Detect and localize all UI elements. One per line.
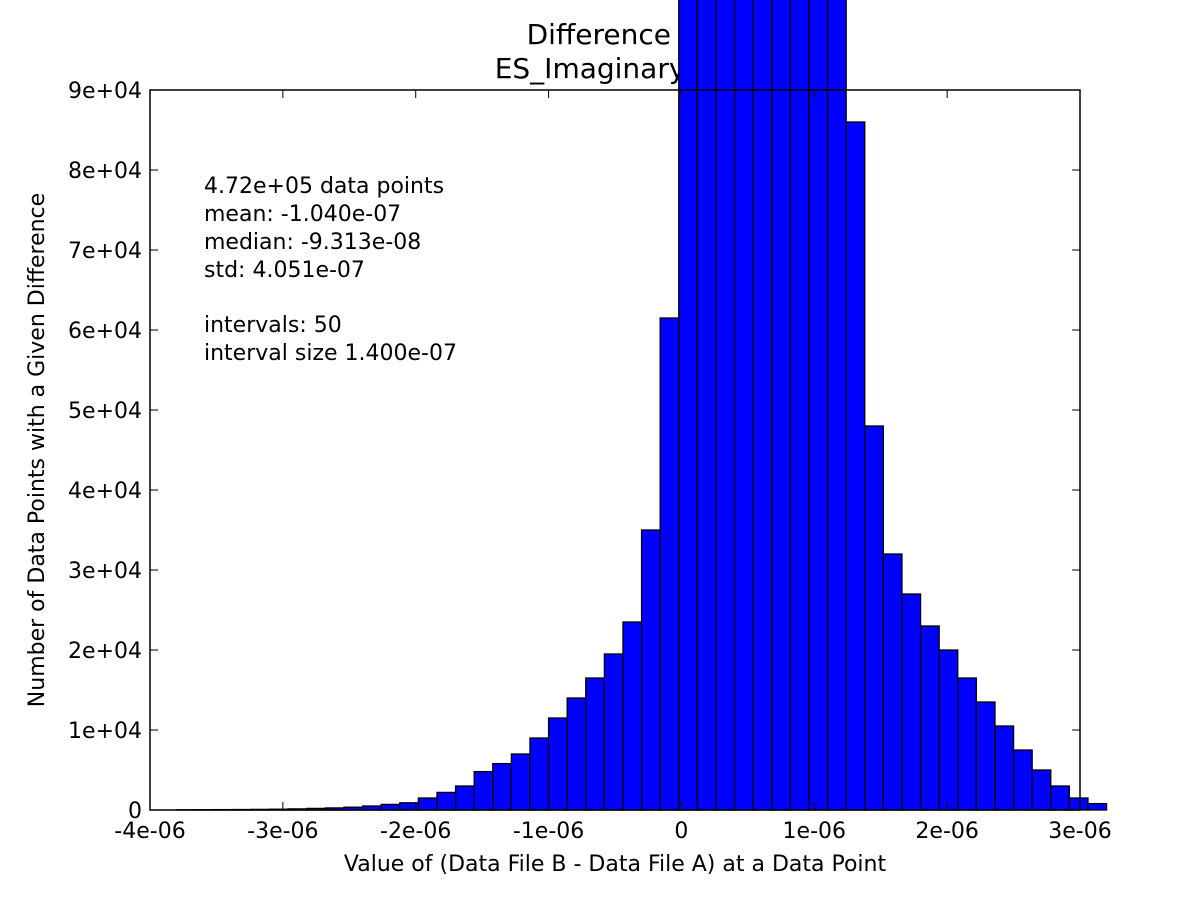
- histogram-bar: [826, 0, 847, 811]
- y-tick-label: 8e+04: [68, 159, 142, 184]
- x-tick-label: -1e-06: [513, 819, 584, 844]
- histogram-bar: [492, 762, 513, 811]
- stat-mean: mean: -1.040e-07: [204, 202, 401, 227]
- histogram-bar: [752, 0, 773, 811]
- y-axis-label: Number of Data Points with a Given Diffe…: [25, 193, 50, 707]
- histogram-bar: [696, 0, 717, 811]
- histogram-bar: [678, 0, 699, 811]
- histogram-bar: [975, 701, 996, 811]
- stat-std: std: 4.051e-07: [204, 258, 365, 283]
- histogram-bar: [1087, 802, 1108, 811]
- x-tick-label: 2e-06: [915, 819, 978, 844]
- y-tick-label: 7e+04: [68, 239, 142, 264]
- histogram-bar: [566, 697, 587, 811]
- histogram-bar: [547, 717, 568, 811]
- stat-median: median: -9.313e-08: [204, 230, 421, 255]
- histogram-bar: [864, 425, 885, 811]
- x-axis-label: Value of (Data File B - Data File A) at …: [344, 852, 887, 877]
- x-tick-label: -4e-06: [114, 819, 185, 844]
- histogram-bar: [380, 803, 401, 811]
- histogram-bar: [845, 121, 866, 811]
- histogram-bar: [529, 737, 550, 811]
- histogram-bar: [1050, 785, 1071, 811]
- histogram-bar: [436, 791, 457, 811]
- y-tick-label: 2e+04: [68, 639, 142, 664]
- x-tick-label: 0: [674, 819, 688, 844]
- histogram-bar: [733, 0, 754, 811]
- chart-title-line-1: Difference in: [527, 18, 706, 51]
- histogram-bar: [510, 753, 531, 811]
- y-tick-label: 4e+04: [68, 479, 142, 504]
- histogram-bar: [882, 553, 903, 811]
- x-axis-ticks: -4e-06 -3e-06 -2e-06 -1e-06 0 1e-06 2e-06 3e-06: [114, 90, 1112, 844]
- stat-intervals: intervals: 50: [204, 313, 342, 338]
- histogram-bar: [417, 797, 438, 811]
- x-tick-label: -3e-06: [247, 819, 318, 844]
- y-tick-label: 0: [128, 799, 142, 824]
- stat-count: 4.72e+05 data points: [204, 174, 444, 199]
- histogram-bar: [808, 0, 829, 811]
- y-tick-label: 5e+04: [68, 399, 142, 424]
- histogram-bar: [994, 725, 1015, 811]
- y-tick-label: 3e+04: [68, 559, 142, 584]
- histogram-bar: [1031, 769, 1052, 811]
- histogram-bar: [1012, 749, 1033, 811]
- x-tick-label: -2e-06: [380, 819, 451, 844]
- histogram-bar: [603, 653, 624, 811]
- histogram-bar: [454, 785, 475, 811]
- stat-interval-size: interval size 1.400e-07: [204, 341, 457, 366]
- y-tick-label: 1e+04: [68, 719, 142, 744]
- statistics-annotation: 4.72e+05 data points mean: -1.040e-07 me…: [204, 174, 457, 366]
- histogram-bars: [175, 0, 1108, 811]
- histogram-bar: [622, 621, 643, 811]
- histogram-bar: [789, 0, 810, 811]
- plot-area-frame: [149, 89, 1081, 811]
- y-tick-label: 9e+04: [68, 79, 142, 104]
- histogram-bar: [919, 625, 940, 811]
- histogram-bar: [938, 649, 959, 811]
- histogram-bar: [771, 0, 792, 811]
- histogram-bar: [473, 770, 494, 811]
- histogram-bar: [957, 677, 978, 811]
- histogram-bar: [640, 529, 661, 811]
- y-axis-ticks: 0 1e+04 2e+04 3e+04 4e+04 5e+04 6e+04 7e+04 8e+0…: [68, 79, 1080, 824]
- x-tick-label: 1e-06: [783, 819, 846, 844]
- histogram-bar: [659, 317, 680, 811]
- histogram-bar: [715, 0, 736, 811]
- histogram-bar: [901, 593, 922, 811]
- y-tick-label: 6e+04: [68, 319, 142, 344]
- x-tick-label: 3e-06: [1048, 819, 1111, 844]
- histogram-bar: [585, 677, 606, 811]
- histogram-bar: [1068, 797, 1089, 811]
